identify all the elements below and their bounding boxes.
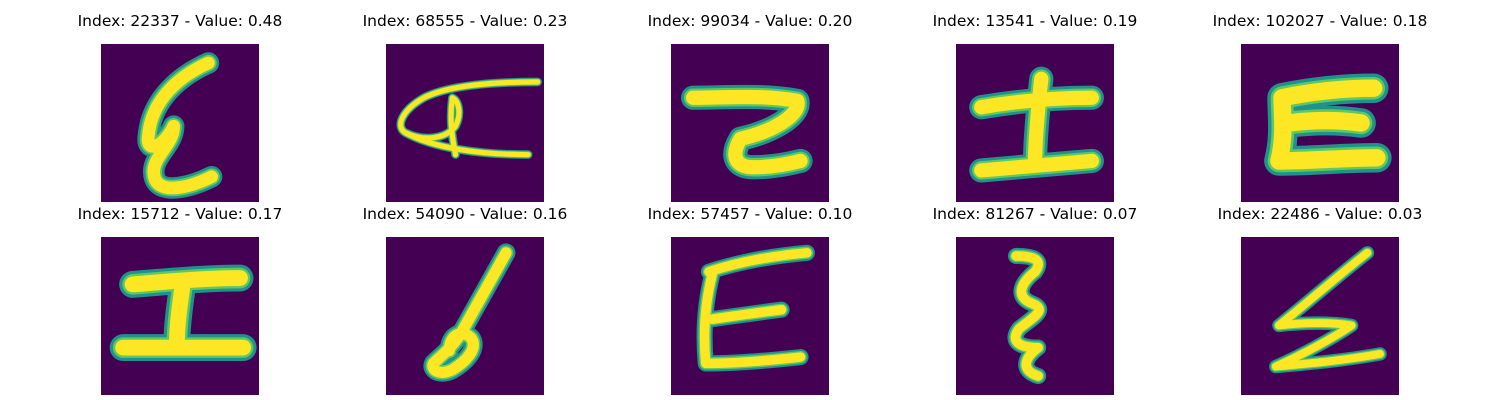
panel-title: Index: 22337 - Value: 0.48 — [77, 12, 283, 30]
digit-stroke — [1270, 79, 1386, 170]
panel-title: Index: 22486 - Value: 0.03 — [1217, 205, 1423, 223]
handwritten-slanted-loop-icon — [386, 237, 544, 395]
panel-title: Index: 99034 - Value: 0.20 — [647, 12, 853, 30]
handwritten-e-squiggle-icon — [956, 237, 1114, 395]
digit-stroke — [686, 89, 808, 175]
digit-stroke — [115, 270, 252, 356]
digit-panel-8: Index: 57457 - Value: 0.10 — [620, 203, 880, 395]
digit-stroke — [699, 248, 812, 369]
digit-panel-1: Index: 22337 - Value: 0.48 — [50, 10, 310, 202]
digit-stroke — [1271, 248, 1384, 371]
panel-title: Index: 81267 - Value: 0.07 — [932, 205, 1138, 223]
panel-title: Index: 68555 - Value: 0.23 — [362, 12, 568, 30]
panel-title: Index: 15712 - Value: 0.17 — [77, 205, 283, 223]
handwritten-e-narrow-icon — [101, 44, 259, 202]
handwritten-i-wide-icon — [101, 237, 259, 395]
handwritten-e-sideways-icon — [386, 44, 544, 202]
digit-panel-10: Index: 22486 - Value: 0.03 — [1190, 203, 1450, 395]
digit-panel-4: Index: 13541 - Value: 0.19 — [905, 10, 1165, 202]
digit-panel-9: Index: 81267 - Value: 0.07 — [905, 203, 1165, 395]
digit-panel-2: Index: 68555 - Value: 0.23 — [335, 10, 595, 202]
handwritten-z-icon — [671, 44, 829, 202]
panel-title: Index: 102027 - Value: 0.18 — [1212, 12, 1428, 30]
handwritten-i-icon — [956, 44, 1114, 202]
handwritten-e-bold-icon — [1241, 44, 1399, 202]
handwritten-e-icon — [671, 237, 829, 395]
digit-stroke — [141, 56, 218, 195]
digit-stroke — [974, 71, 1099, 178]
panel-title: Index: 13541 - Value: 0.19 — [932, 12, 1138, 30]
digit-panel-5: Index: 102027 - Value: 0.18 — [1190, 10, 1450, 202]
handwritten-e-zigzag-icon — [1241, 237, 1399, 395]
digit-stroke — [398, 79, 541, 158]
digit-panel-3: Index: 99034 - Value: 0.20 — [620, 10, 880, 202]
digit-stroke — [1010, 251, 1044, 381]
panel-title: Index: 57457 - Value: 0.10 — [647, 205, 853, 223]
digit-panel-7: Index: 54090 - Value: 0.16 — [335, 203, 595, 395]
panel-title: Index: 54090 - Value: 0.16 — [362, 205, 568, 223]
digit-stroke — [427, 247, 512, 378]
digit-panel-6: Index: 15712 - Value: 0.17 — [50, 203, 310, 395]
